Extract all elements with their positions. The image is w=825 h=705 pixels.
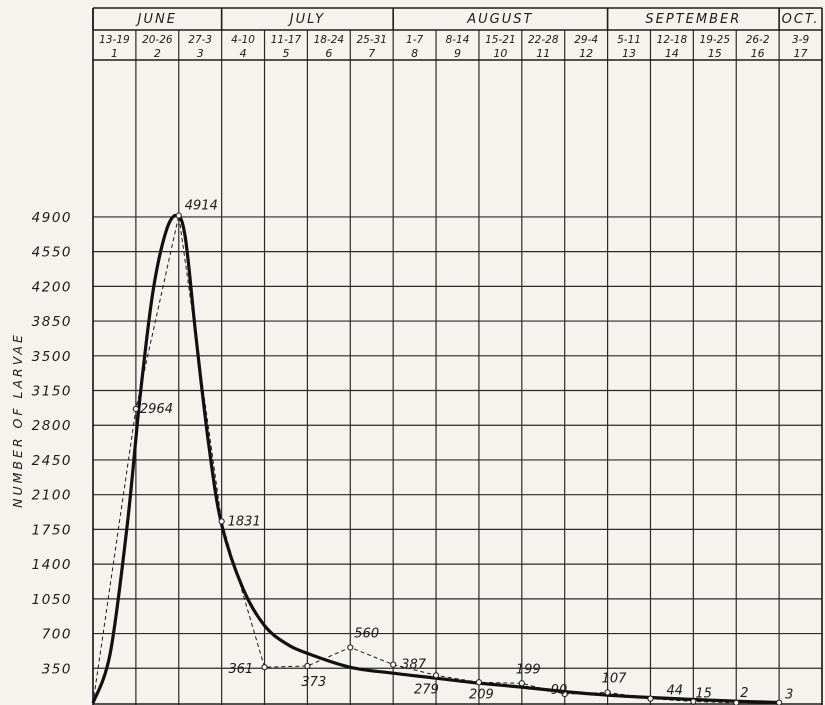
grid-layer (92, 7, 823, 705)
y-tick-label: 4200 (32, 279, 72, 295)
data-label: 90 (551, 683, 568, 698)
smoothed-curve (91, 213, 780, 705)
data-label: 2 (740, 686, 748, 701)
month-label: JUNE (135, 12, 177, 27)
y-axis-label: NUMBER OF LARVAE (10, 332, 25, 508)
week-number: 12 (579, 47, 593, 60)
y-tick-label: 1750 (32, 522, 72, 538)
week-number: 1 (111, 47, 118, 60)
data-point (518, 680, 525, 687)
y-tick-label: 4550 (32, 245, 72, 261)
month-label: AUGUST (466, 12, 533, 27)
data-point (304, 662, 311, 670)
week-dates: 19-25 (700, 34, 731, 46)
data-point (647, 695, 654, 702)
data-point (261, 664, 268, 671)
week-number: 4 (240, 47, 247, 60)
data-label: 15 (695, 687, 712, 702)
week-dates: 20-26 (142, 34, 173, 46)
week-dates: 18-24 (314, 34, 345, 46)
week-number: 5 (282, 47, 289, 60)
chart-header: JUNE JULY AUGUST SEPTEMBER OCT.13-19120-2622… (92, 8, 820, 60)
data-label: 107 (602, 671, 628, 686)
week-dates: 1-7 (406, 34, 423, 46)
data-point (604, 689, 611, 696)
week-number: 8 (411, 47, 418, 60)
week-dates: 12-18 (657, 34, 688, 46)
y-tick-label: 1050 (32, 592, 72, 608)
week-dates: 22-28 (528, 34, 559, 46)
week-dates: 5-11 (617, 34, 641, 46)
week-dates: 29-4 (574, 34, 598, 46)
month-label: SEPTEMBER (645, 12, 741, 27)
week-dates: 13-19 (99, 34, 130, 46)
data-label: 3 (785, 688, 793, 703)
y-tick-label: 350 (42, 661, 72, 677)
week-number: 3 (197, 47, 204, 60)
y-tick-label: 2100 (32, 488, 72, 504)
data-point (132, 405, 139, 413)
week-dates: 27-3 (188, 34, 212, 46)
data-label: 4914 (185, 199, 218, 214)
y-tick-label: 3150 (32, 384, 72, 400)
data-label: 44 (666, 684, 683, 699)
data-label: 1831 (228, 514, 261, 529)
data-label: 373 (301, 675, 326, 690)
week-number: 2 (154, 47, 161, 60)
data-point (690, 698, 697, 705)
week-dates: 8-14 (446, 34, 470, 46)
y-tick-label: 4900 (32, 210, 72, 226)
data-point (432, 672, 440, 679)
week-dates: 11-17 (271, 34, 302, 46)
week-number: 7 (368, 47, 375, 60)
week-dates: 26-2 (746, 34, 770, 46)
data-point (561, 690, 568, 698)
month-label: JULY (287, 12, 325, 27)
y-axis: 350 700 1050 1400 1750 2100 2450 2800 3150 3500 38… (32, 210, 72, 677)
data-point (347, 644, 354, 651)
data-label: 2964 (140, 402, 173, 417)
week-dates: 4-10 (231, 34, 255, 46)
week-number: 10 (493, 47, 507, 60)
week-dates: 3-9 (792, 34, 809, 46)
y-tick-label: 3850 (32, 314, 72, 330)
week-number: 6 (325, 47, 332, 60)
y-tick-label: 2800 (32, 418, 72, 434)
week-number: 9 (454, 47, 461, 60)
y-tick-label: 1400 (32, 557, 72, 573)
data-point (475, 679, 483, 686)
data-labels: 2964 4914 1831 361 373 560 387 279 209 199 90 107 44… (140, 199, 794, 703)
week-dates: 25-31 (356, 34, 387, 46)
week-number: 14 (665, 47, 679, 60)
series-layer (91, 212, 783, 705)
data-label: 209 (469, 687, 494, 702)
data-label: 361 (229, 662, 254, 677)
month-label: OCT. (782, 12, 820, 27)
data-label: 560 (354, 626, 379, 641)
data-label: 199 (516, 662, 541, 677)
data-label: 279 (414, 682, 439, 697)
data-label: 387 (401, 658, 427, 673)
week-number: 15 (708, 47, 722, 60)
week-dates: 15-21 (485, 34, 516, 46)
data-point (390, 661, 397, 668)
week-number: 16 (751, 47, 765, 60)
data-point (175, 212, 182, 219)
y-tick-label: 700 (42, 627, 72, 643)
y-tick-label: 2450 (32, 453, 72, 469)
week-number: 13 (622, 47, 636, 60)
data-point (218, 518, 225, 525)
data-point (776, 699, 783, 705)
y-tick-label: 3500 (32, 349, 72, 365)
data-point (733, 699, 740, 705)
week-number: 17 (794, 47, 808, 60)
week-number: 11 (536, 47, 550, 60)
